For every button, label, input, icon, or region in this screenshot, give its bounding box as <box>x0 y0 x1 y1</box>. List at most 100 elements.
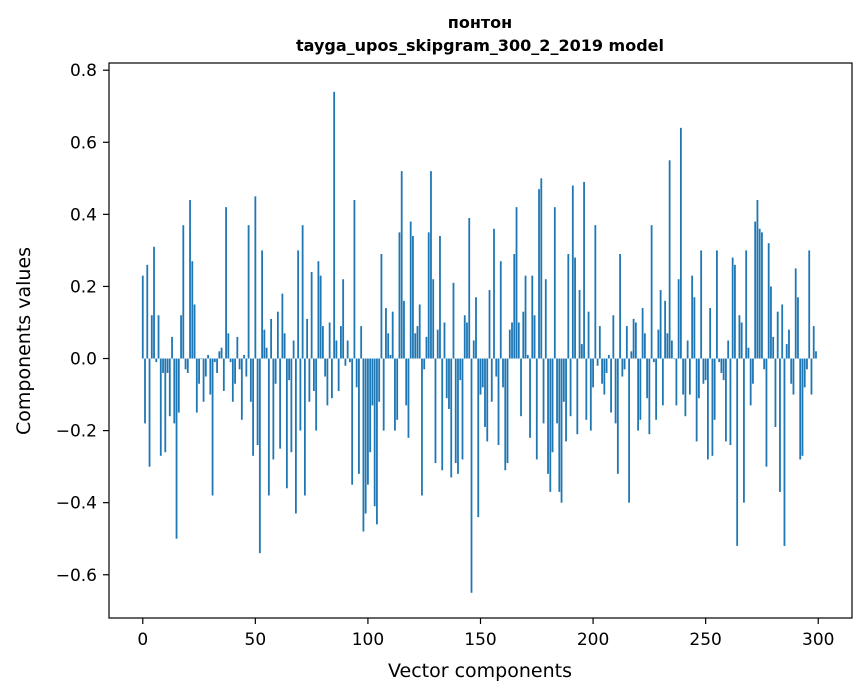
bar-component-140 <box>457 358 459 474</box>
y-tick-label: 0.6 <box>70 133 97 153</box>
bar-component-154 <box>488 290 491 359</box>
bar-component-242 <box>686 340 689 359</box>
bar-component-240 <box>682 358 685 395</box>
y-axis-ticks: −0.6 −0.4 −0.2 0.0 0.2 0.4 0.6 0.8 <box>56 61 109 586</box>
bar-component-3 <box>148 358 151 467</box>
bar-component-216 <box>628 358 630 503</box>
bar-component-273 <box>756 199 759 359</box>
bar-component-119 <box>409 221 412 359</box>
bar-component-173 <box>531 275 534 359</box>
bar-component-95 <box>355 358 358 388</box>
bar-component-280 <box>772 336 775 359</box>
bar-component-292 <box>799 358 802 460</box>
bar-component-76 <box>312 358 315 391</box>
bar-component-232 <box>664 300 667 359</box>
bar-component-256 <box>718 358 721 363</box>
bar-component-13 <box>171 336 173 359</box>
bar-component-38 <box>227 333 230 359</box>
bar-component-74 <box>308 358 311 402</box>
bar-component-83 <box>328 322 331 359</box>
bar-component-131 <box>436 329 439 359</box>
bar-component-166 <box>515 207 518 359</box>
bar-component-222 <box>641 308 644 359</box>
bar-component-123 <box>418 304 421 359</box>
bar-component-246 <box>695 358 698 442</box>
bar-component-285 <box>783 358 786 546</box>
bar-component-34 <box>218 351 221 359</box>
bar-component-169 <box>522 311 525 359</box>
bar-component-118 <box>407 358 410 438</box>
bar-component-174 <box>533 315 536 359</box>
bar-component-200 <box>592 358 594 388</box>
bar-component-223 <box>643 333 646 359</box>
bar-component-261 <box>729 358 732 446</box>
bar-component-70 <box>299 358 302 431</box>
bar-component-12 <box>168 358 171 417</box>
bar-component-158 <box>497 358 500 446</box>
bar-component-36 <box>222 358 225 391</box>
bar-component-44 <box>240 358 243 420</box>
bar-component-2 <box>146 264 149 359</box>
bar-component-18 <box>182 225 185 359</box>
bar-component-287 <box>788 329 790 359</box>
bar-component-55 <box>265 347 268 359</box>
bar-component-78 <box>317 261 320 359</box>
bar-component-165 <box>513 254 516 359</box>
bar-component-58 <box>272 358 275 460</box>
bar-component-177 <box>540 178 543 359</box>
bar-component-41 <box>234 358 236 384</box>
bar-component-219 <box>634 322 637 359</box>
bar-component-163 <box>508 329 511 359</box>
bar-component-80 <box>321 326 324 359</box>
bar-component-5 <box>153 246 155 359</box>
bar-component-54 <box>263 329 266 359</box>
bar-component-248 <box>700 250 703 359</box>
bar-component-115 <box>400 171 403 359</box>
bar-component-184 <box>556 358 558 424</box>
bar-component-102 <box>371 358 374 406</box>
bar-component-120 <box>412 235 414 359</box>
bar-component-178 <box>542 358 545 424</box>
bar-component-8 <box>159 358 162 456</box>
bar-component-134 <box>443 322 446 359</box>
bar-component-111 <box>391 311 394 359</box>
bar-component-284 <box>781 304 784 359</box>
bar-component-122 <box>416 326 419 359</box>
bar-component-227 <box>652 358 655 363</box>
bar-component-109 <box>387 333 390 359</box>
bar-component-124 <box>421 358 423 496</box>
bar-component-278 <box>767 243 770 359</box>
bar-component-121 <box>414 333 417 359</box>
bar-component-14 <box>173 358 176 424</box>
bar-component-260 <box>727 340 730 359</box>
bar-component-87 <box>337 358 340 391</box>
bar-component-252 <box>709 308 712 359</box>
bar-component-101 <box>369 358 372 453</box>
bar-component-225 <box>648 358 651 435</box>
bar-component-275 <box>761 232 763 359</box>
bar-component-171 <box>526 354 529 359</box>
bar-component-181 <box>549 358 552 492</box>
bar-component-112 <box>394 358 396 431</box>
bar-component-245 <box>693 297 696 359</box>
bar-component-207 <box>607 354 610 359</box>
bar-component-221 <box>639 358 642 420</box>
bar-component-264 <box>736 358 739 546</box>
bar-component-22 <box>191 261 194 359</box>
bar-component-39 <box>229 358 232 363</box>
bar-component-204 <box>601 358 603 384</box>
bar-component-202 <box>596 358 599 366</box>
bar-component-195 <box>580 344 583 359</box>
bar-component-241 <box>684 358 687 417</box>
bar-component-132 <box>439 235 441 359</box>
y-tick-label: −0.4 <box>56 494 97 514</box>
bar-component-198 <box>587 311 590 359</box>
bar-component-286 <box>785 344 788 359</box>
bar-component-110 <box>389 354 392 359</box>
bar-component-130 <box>434 358 437 464</box>
bar-component-30 <box>209 358 212 395</box>
bar-component-68 <box>294 358 297 514</box>
bar-component-51 <box>256 358 259 446</box>
bar-component-251 <box>707 358 709 460</box>
